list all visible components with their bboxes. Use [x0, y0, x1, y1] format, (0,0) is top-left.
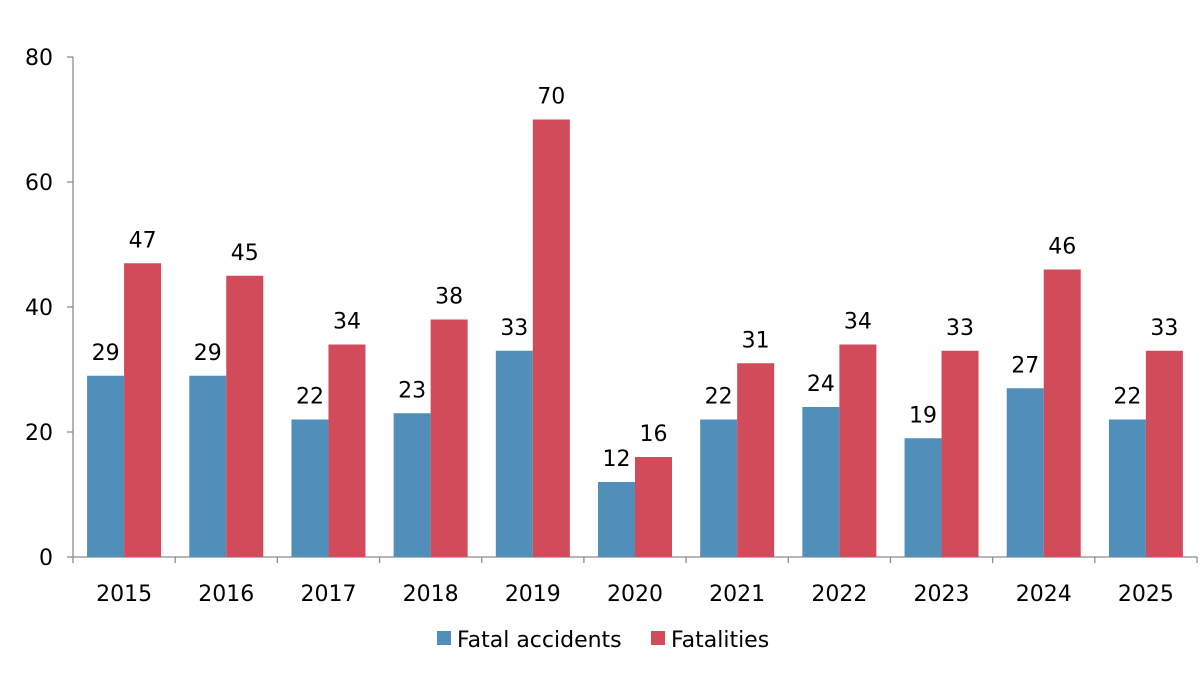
x-tick-label: 2015 — [96, 582, 152, 607]
bar-fatalities-2016 — [226, 275, 264, 557]
data-label-fatal-accidents-2024: 27 — [1011, 353, 1039, 378]
data-labels: 29 47 29 45 22 34 23 38 33 70 12 16 22 31 24 34 19 33 27 46… — [92, 85, 1179, 473]
x-tick-label: 2024 — [1016, 582, 1072, 607]
data-label-fatalities-2015: 47 — [129, 228, 157, 253]
legend: Fatal accidents Fatalities — [437, 628, 769, 653]
data-label-fatalities-2022: 34 — [844, 310, 872, 335]
y-tick-label: 0 — [39, 546, 53, 571]
bar-fatalities-2023 — [941, 350, 979, 557]
data-label-fatal-accidents-2016: 29 — [194, 341, 222, 366]
data-label-fatal-accidents-2019: 33 — [500, 316, 528, 341]
data-label-fatal-accidents-2021: 22 — [705, 385, 733, 410]
bar-fatal-accidents-2021 — [700, 419, 738, 557]
bar-fatal-accidents-2023 — [904, 438, 942, 557]
bar-fatalities-2024 — [1043, 269, 1081, 557]
data-label-fatalities-2023: 33 — [946, 316, 974, 341]
x-tick-label: 2021 — [709, 582, 765, 607]
legend-label-fatal-accidents: Fatal accidents — [457, 628, 622, 653]
data-label-fatal-accidents-2022: 24 — [807, 372, 835, 397]
data-label-fatalities-2019: 70 — [537, 85, 565, 110]
x-tick-label: 2020 — [607, 582, 663, 607]
legend-label-fatalities: Fatalities — [671, 628, 769, 653]
bar-fatalities-2015 — [124, 263, 162, 557]
x-tick-label: 2018 — [403, 582, 459, 607]
data-label-fatal-accidents-2017: 22 — [296, 385, 324, 410]
data-label-fatalities-2018: 38 — [435, 285, 463, 310]
y-axis: 0 20 40 60 80 — [25, 46, 74, 571]
x-tick-label: 2019 — [505, 582, 561, 607]
data-label-fatalities-2024: 46 — [1048, 235, 1076, 260]
data-label-fatal-accidents-2018: 23 — [398, 378, 426, 403]
x-tick-label: 2023 — [914, 582, 970, 607]
legend-swatch-fatalities — [651, 631, 665, 645]
data-label-fatalities-2016: 45 — [231, 241, 259, 266]
y-tick-label: 20 — [25, 421, 53, 446]
bar-fatal-accidents-2024 — [1006, 388, 1044, 557]
bar-fatal-accidents-2020 — [598, 482, 635, 557]
x-tick-label: 2016 — [198, 582, 254, 607]
data-label-fatalities-2021: 31 — [742, 328, 770, 353]
bar-fatalities-2020 — [635, 457, 672, 557]
data-label-fatal-accidents-2023: 19 — [909, 403, 937, 428]
x-tick-label: 2025 — [1118, 582, 1174, 607]
data-label-fatal-accidents-2025: 22 — [1113, 385, 1141, 410]
x-tick-label: 2017 — [300, 582, 356, 607]
bar-fatalities-2017 — [328, 344, 366, 557]
bar-fatal-accidents-2025 — [1108, 419, 1146, 557]
bar-fatalities-2021 — [737, 363, 775, 557]
data-label-fatalities-2017: 34 — [333, 310, 361, 335]
bar-fatal-accidents-2016 — [189, 375, 227, 557]
y-tick-label: 40 — [25, 296, 53, 321]
data-label-fatalities-2025: 33 — [1150, 316, 1178, 341]
bar-fatal-accidents-2022 — [802, 407, 840, 557]
x-tick-label: 2022 — [811, 582, 867, 607]
bar-fatal-accidents-2015 — [87, 375, 125, 557]
bar-fatalities-2022 — [839, 344, 877, 557]
bar-fatalities-2019 — [532, 119, 570, 557]
bar-fatal-accidents-2018 — [393, 413, 431, 557]
x-axis: 2015 2016 2017 2018 2019 2020 2021 2022 2023 2024… — [72, 556, 1198, 607]
bar-fatalities-2018 — [430, 319, 468, 557]
bar-fatalities-2025 — [1145, 350, 1183, 557]
y-tick-label: 60 — [25, 171, 53, 196]
bars — [87, 119, 1183, 557]
data-label-fatal-accidents-2020: 12 — [603, 447, 631, 472]
data-label-fatal-accidents-2015: 29 — [92, 341, 120, 366]
bar-fatal-accidents-2017 — [291, 419, 329, 557]
data-label-fatalities-2020: 16 — [640, 422, 668, 447]
legend-swatch-fatal-accidents — [437, 631, 451, 645]
y-tick-label: 80 — [25, 46, 53, 71]
bar-fatal-accidents-2019 — [495, 350, 533, 557]
